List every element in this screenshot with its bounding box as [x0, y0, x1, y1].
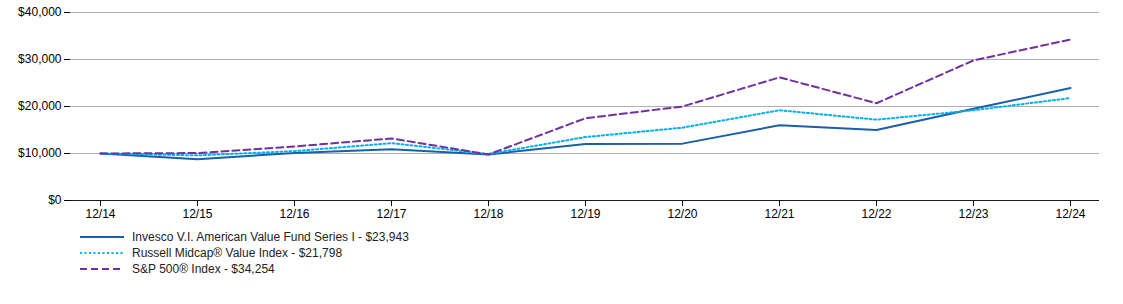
svg-text:12/17: 12/17 — [376, 207, 406, 221]
html-text:Russell Midcap® Value Index -: Russell Midcap® Value Index - $21,798 — [132, 246, 343, 260]
svg-text:12/22: 12/22 — [861, 207, 891, 221]
svg-text:12/19: 12/19 — [570, 207, 600, 221]
html-text:Invesco V.I. American Value Fu: Invesco V.I. American Value Fund Series … — [132, 230, 409, 244]
svg-text:12/23: 12/23 — [958, 207, 988, 221]
svg-text:$30,000: $30,000 — [18, 52, 62, 66]
svg-text:12/21: 12/21 — [764, 207, 794, 221]
svg-text:$0: $0 — [48, 193, 62, 207]
svg-text:$40,000: $40,000 — [18, 5, 62, 19]
svg-text:12/15: 12/15 — [182, 207, 212, 221]
html-text:S&P 500® Index - $34,254: S&P 500® Index - $34,254 — [132, 262, 275, 276]
svg-text:$20,000: $20,000 — [18, 99, 62, 113]
svg-text:12/24: 12/24 — [1055, 207, 1085, 221]
svg-text:12/18: 12/18 — [473, 207, 503, 221]
svg-text:12/14: 12/14 — [85, 207, 115, 221]
svg-text:$10,000: $10,000 — [18, 146, 62, 160]
svg-text:12/20: 12/20 — [667, 207, 697, 221]
svg-text:12/16: 12/16 — [279, 207, 309, 221]
